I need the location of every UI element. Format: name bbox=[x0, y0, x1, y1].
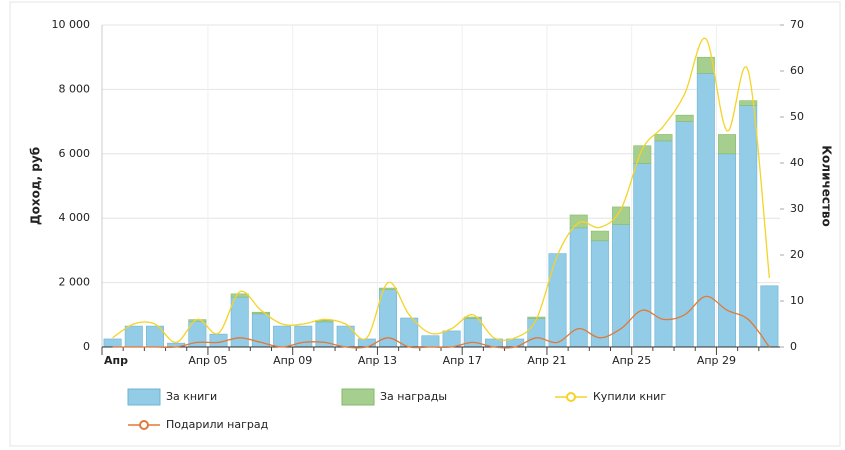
bar-segment bbox=[739, 100, 758, 106]
legend-label: Купили книг bbox=[593, 390, 666, 403]
bar-segment bbox=[654, 134, 673, 142]
legend-swatch bbox=[341, 388, 375, 406]
bar-segment bbox=[590, 230, 609, 242]
y2-tick-label: 40 bbox=[790, 156, 804, 169]
bar-segment bbox=[527, 318, 546, 348]
bar-segment bbox=[675, 121, 694, 348]
legend-marker bbox=[566, 392, 576, 402]
y-tick-label: 2 000 bbox=[59, 276, 91, 289]
bar-segment bbox=[357, 338, 376, 348]
legend-label: За книги bbox=[166, 390, 217, 403]
x-tick-label: Апр 13 bbox=[358, 354, 397, 367]
bar-segment bbox=[654, 140, 673, 348]
bar-segment bbox=[103, 338, 122, 348]
bar-segment bbox=[421, 335, 440, 348]
y-tick-label: 4 000 bbox=[59, 211, 91, 224]
legend-label: Подарили наград bbox=[166, 418, 269, 431]
bar-segment bbox=[718, 134, 737, 155]
y2-tick-label: 50 bbox=[790, 110, 804, 123]
y-tick-label: 8 000 bbox=[59, 82, 91, 95]
bar-segment bbox=[739, 105, 758, 348]
bar-segment bbox=[273, 325, 292, 348]
y-tick-label: 6 000 bbox=[59, 147, 91, 160]
x-tick-label: Апр bbox=[104, 354, 128, 367]
bar-segment bbox=[612, 206, 631, 225]
y-axis-title: Доход, руб bbox=[29, 147, 43, 225]
y2-tick-label: 60 bbox=[790, 64, 804, 77]
x-tick-label: Апр 09 bbox=[273, 354, 312, 367]
legend-marker bbox=[139, 420, 149, 430]
bar-segment bbox=[718, 153, 737, 348]
legend-label: За награды bbox=[380, 390, 447, 403]
bar-segment bbox=[633, 163, 652, 348]
y2-tick-label: 0 bbox=[790, 340, 797, 353]
bar-segment bbox=[590, 240, 609, 348]
bar-segment bbox=[230, 296, 249, 348]
legend-swatch bbox=[127, 388, 161, 406]
frame bbox=[9, 1, 841, 447]
x-tick-label: Апр 17 bbox=[443, 354, 482, 367]
y-tick-label: 10 000 bbox=[52, 18, 91, 31]
series-line bbox=[112, 295, 770, 349]
bar-segment bbox=[696, 56, 715, 74]
series-line bbox=[112, 37, 771, 344]
y2-tick-label: 20 bbox=[790, 248, 804, 261]
bar-segment bbox=[124, 325, 143, 348]
bar-segment bbox=[442, 330, 461, 348]
bar-segment bbox=[675, 114, 694, 122]
bar-segment bbox=[230, 293, 249, 298]
bar-segment bbox=[548, 253, 567, 348]
bar-segment bbox=[379, 287, 398, 290]
y2-axis-title: Количество bbox=[820, 145, 834, 227]
x-tick-label: Апр 25 bbox=[612, 354, 651, 367]
x-tick-label: Апр 21 bbox=[527, 354, 566, 367]
bar-segment bbox=[251, 311, 270, 315]
y2-tick-label: 10 bbox=[790, 294, 804, 307]
y-tick-label: 0 bbox=[83, 340, 90, 353]
x-tick-label: Апр 29 bbox=[697, 354, 736, 367]
bar-segment bbox=[696, 73, 715, 348]
y2-tick-label: 70 bbox=[790, 18, 804, 31]
y2-tick-label: 30 bbox=[790, 202, 804, 215]
x-tick-label: Апр 05 bbox=[188, 354, 227, 367]
bar-segment bbox=[569, 214, 588, 229]
